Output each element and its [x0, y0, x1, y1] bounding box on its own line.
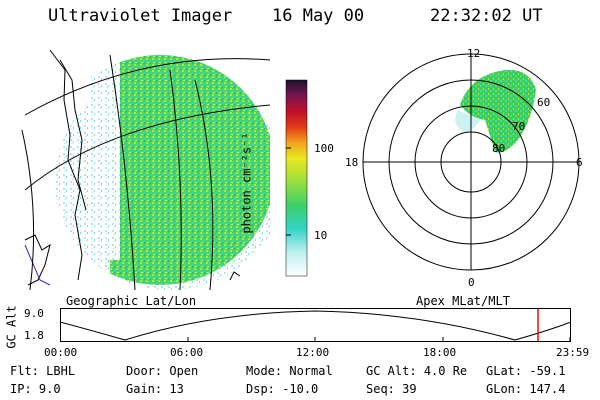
info-dsp-value: -10.0 [282, 382, 319, 396]
coastline-inner [59, 59, 87, 211]
longitude-line-3 [194, 79, 214, 291]
time-label: 22:32:02 UT [430, 6, 543, 26]
info-ip-label: IP: [10, 382, 32, 396]
info-gcalt-label: GC Alt: [366, 364, 417, 378]
colorbar-tick-label-10: 10 [314, 229, 328, 242]
info-gcalt: GC Alt: 4.0 Re [366, 364, 467, 378]
info-door-label: Door: [126, 364, 163, 378]
altitude-curve [60, 310, 572, 341]
polar-plot [362, 53, 580, 271]
info-gain-value: 13 [169, 382, 184, 396]
coastline-blue [24, 244, 51, 286]
info-glat-label: GLat: [486, 364, 523, 378]
time-tick-0000: 00:00 [44, 346, 78, 359]
aurora-oval [460, 69, 536, 153]
longitude-line-4 [21, 129, 35, 291]
coastline [49, 49, 83, 281]
latitude-line-north [24, 58, 270, 116]
info-flt: Flt: LBHL [10, 364, 75, 378]
info-mode: Mode: Normal [246, 364, 333, 378]
info-door: Door: Open [126, 364, 198, 378]
date-label: 16 May 00 [272, 6, 365, 26]
mlt-label-6: 6 [576, 156, 583, 169]
colorbar-tick-label-100: 100 [314, 142, 334, 155]
earth-disk [90, 55, 270, 285]
time-tick-0600: 06:00 [170, 346, 204, 359]
info-mode-value: Normal [289, 364, 333, 378]
info-seq-label: Seq: [366, 382, 395, 396]
info-dsp-label: Dsp: [246, 382, 275, 396]
mlt-label-18: 18 [345, 156, 359, 169]
apex-panel-label: Apex MLat/MLT [416, 294, 510, 308]
info-glat: GLat: -59.1 [486, 364, 565, 378]
info-flt-label: Flt: [10, 364, 39, 378]
info-mode-label: Mode: [246, 364, 283, 378]
geographic-panel-label: Geographic Lat/Lon [66, 294, 197, 308]
altitude-ymax: 9.0 [24, 307, 44, 320]
time-tick-2359: 23:59 [556, 346, 590, 359]
colorbar-label: photon cm⁻²s⁻¹ [239, 132, 254, 234]
longitude-line-2 [169, 69, 182, 291]
info-glon-value: 147.4 [529, 382, 566, 396]
island [229, 271, 241, 281]
lat-label-80: 80 [492, 142, 506, 155]
mlt-label-0: 0 [468, 276, 475, 289]
altitude-axis-label: GC Alt [4, 305, 19, 349]
info-glon-label: GLon: [486, 382, 523, 396]
instrument-title: Ultraviolet Imager [48, 6, 233, 26]
info-gcalt-value: 4.0 Re [423, 364, 468, 378]
mlt-label-12: 12 [467, 47, 481, 60]
info-seq-value: 39 [402, 382, 417, 396]
altitude-strip-plot [60, 308, 572, 342]
info-door-value: Open [169, 364, 199, 378]
coastline-south [24, 234, 51, 286]
geographic-image [21, 49, 270, 291]
info-glon: GLon: 147.4 [486, 382, 565, 396]
altitude-ymin: 1.8 [24, 329, 44, 342]
time-tick-1200: 12:00 [296, 346, 330, 359]
lat-label-60: 60 [537, 96, 551, 109]
lat-label-70: 70 [512, 120, 526, 133]
time-tick-1800: 18:00 [423, 346, 457, 359]
colorbar [285, 79, 308, 277]
info-gain-label: Gain: [126, 382, 163, 396]
info-glat-value: -59.1 [529, 364, 566, 378]
info-ip: IP: 9.0 [10, 382, 61, 396]
colorbar-gradient [285, 79, 308, 277]
aurora-faint [455, 110, 480, 132]
info-flt-value: LBHL [46, 364, 76, 378]
info-seq: Seq: 39 [366, 382, 417, 396]
latitude-line [24, 104, 270, 191]
info-gain: Gain: 13 [126, 382, 184, 396]
info-dsp: Dsp: -10.0 [246, 382, 318, 396]
info-ip-value: 9.0 [38, 382, 61, 396]
longitude-line-1 [109, 54, 136, 291]
altitude-strip-frame [60, 308, 571, 342]
